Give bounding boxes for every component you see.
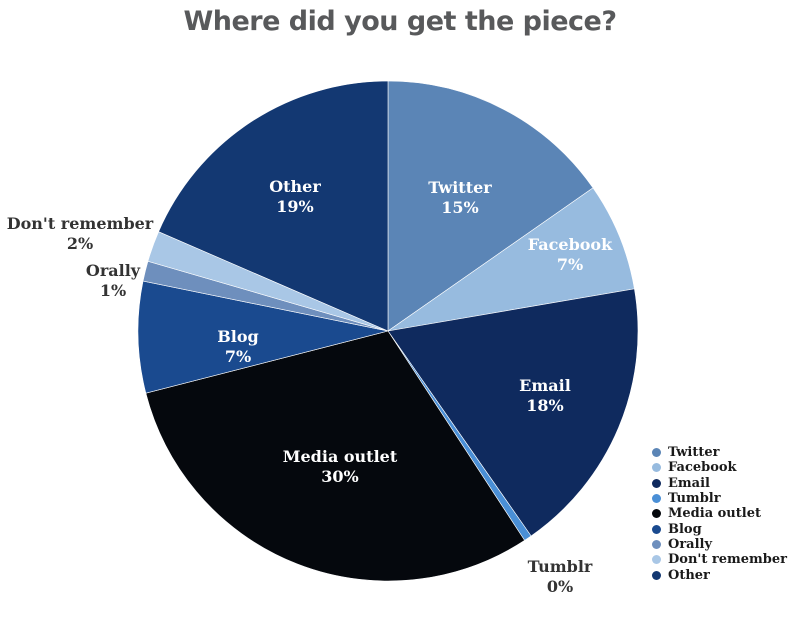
slice-label-facebook: Facebook 7% (528, 235, 613, 274)
legend-swatch (652, 463, 661, 473)
legend-swatch (652, 555, 661, 565)
legend-label: Orally (668, 536, 713, 552)
legend-swatch (652, 448, 661, 458)
legend-item: Media outlet (652, 506, 787, 521)
slice-label-other: Other 19% (269, 177, 321, 216)
legend-swatch (652, 509, 661, 519)
legend-item: Twitter (652, 445, 787, 460)
legend-item: Email (652, 476, 787, 491)
pie-slice-media-outlet (145, 330, 526, 582)
slice-label-blog: Blog 7% (217, 327, 258, 366)
legend-label: Facebook (668, 460, 737, 476)
legend-label: Don't remember (668, 552, 788, 568)
slice-label-don-t-remember: Don't remember 2% (7, 214, 154, 253)
chart-title: Where did you get the piece? (183, 6, 617, 37)
slice-label-email: Email 18% (519, 376, 571, 415)
legend-label: Blog (668, 521, 702, 537)
slice-label-twitter: Twitter 15% (428, 178, 492, 217)
chart-legend: Twitter Facebook Email Tumblr Media outlet Bl… (652, 445, 787, 583)
legend-label: Twitter (668, 445, 720, 461)
pie-slice-twitter (387, 80, 594, 332)
legend-swatch (652, 478, 661, 488)
pie-slice-other (158, 80, 389, 332)
slice-label-orally: Orally 1% (86, 261, 141, 300)
legend-label: Email (668, 475, 710, 491)
legend-item: Blog (652, 521, 787, 537)
legend-label: Tumblr (668, 491, 721, 507)
legend-item: Tumblr (652, 491, 787, 506)
slice-label-media-outlet: Media outlet 30% (283, 447, 398, 486)
slice-label-tumblr: Tumblr 0% (528, 557, 593, 596)
legend-label: Media outlet (668, 506, 761, 522)
legend-swatch (652, 494, 661, 504)
legend-item: Facebook (652, 460, 787, 475)
legend-swatch (652, 539, 661, 549)
legend-swatch (652, 570, 661, 580)
legend-label: Other (668, 567, 710, 583)
pie-slice-blog (137, 280, 389, 394)
pie-slice-email (387, 288, 639, 537)
legend-item: Other (652, 567, 787, 583)
pie-slice-facebook (387, 187, 635, 332)
legend-item: Orally (652, 537, 787, 552)
legend-swatch (652, 524, 661, 534)
legend-item: Don't remember (652, 552, 787, 567)
